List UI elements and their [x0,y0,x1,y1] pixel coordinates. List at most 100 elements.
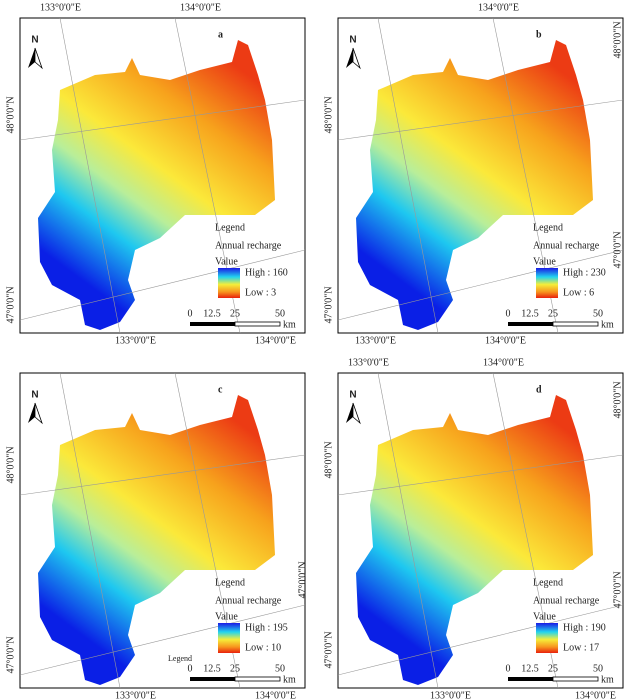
latitude-label: 47°0'0"N [297,561,308,598]
scale-label: 25 [548,308,558,319]
legend-value: Value [215,611,238,622]
north-label: N [349,35,356,46]
panel-frame [19,17,306,334]
north-arrow [346,403,353,423]
graticule [19,604,306,676]
longitude-label: 134°0'0"E [483,357,524,368]
panel-letter: a [218,29,223,40]
scale-label: 50 [275,308,285,319]
latitude-label: 48°0'0"N [5,96,16,133]
latitude-label: 47°0'0"N [323,631,334,668]
latitude-label: 47°0'0"N [5,636,16,673]
longitude-label: 133°0'0"E [430,690,471,700]
legend-low: Low : 3 [245,287,276,298]
legend-title: Legend [215,222,245,233]
legend-ramp [536,268,558,298]
scale-bar [234,676,281,682]
legend-low: Low : 6 [563,287,594,298]
north-arrow [352,402,361,425]
scale-bar [508,322,553,326]
longitude-label: 134°0'0"E [485,335,526,346]
latitude-label: 47°0'0"N [612,571,623,608]
legend-value: Value [215,256,238,267]
legend-subtitle: Annual recharge [533,240,600,251]
graticule [59,372,121,689]
scale-unit: km [283,674,296,685]
scale-label: 12.5 [521,308,539,319]
scale-label: 50 [275,663,285,674]
north-arrow [346,48,353,68]
legend-value: Value [533,611,556,622]
longitude-label: 133°0'0"E [115,335,156,346]
panel-letter: c [218,384,223,395]
legend-low: Low : 10 [245,642,281,653]
latitude-label: 48°0'0"N [323,96,334,133]
graticule [337,249,624,321]
graticule [337,99,624,141]
longitude-label: 133°0'0"E [40,2,81,13]
legend-value: Value [533,256,556,267]
graticule [377,17,439,334]
longitude-label: 134°0'0"E [575,690,616,700]
scale-unit: km [601,674,614,685]
longitude-label: 133°0'0"E [355,335,396,346]
latitude-label: 48°0'0"N [612,21,623,58]
panel-letter: d [536,384,542,395]
graticule [377,372,439,689]
north-arrow [34,402,43,425]
latitude-label: 47°0'0"N [5,286,16,323]
scale-label: 0 [506,663,511,674]
graticule [19,249,306,321]
graticule [19,99,306,141]
panel-frame [337,372,624,689]
scale-label: 12.5 [203,308,221,319]
longitude-label: 134°0'0"E [180,2,221,13]
legend-ramp [218,268,240,298]
scale-label: 0 [188,663,193,674]
panel-frame [337,17,624,334]
legend-ramp [536,623,558,653]
north-label: N [349,390,356,401]
graticule [337,604,624,676]
legend-ramp [218,623,240,653]
longitude-label: 134°0'0"E [255,335,296,346]
north-arrow [28,48,35,68]
scale-bar [508,677,553,681]
legend-title: Legend [215,577,245,588]
extra-label: Legend [168,654,192,663]
legend-subtitle: Annual recharge [533,595,600,606]
scale-bar [190,322,235,326]
legend-subtitle: Annual recharge [215,595,282,606]
graticule [19,454,306,496]
scale-label: 12.5 [521,663,539,674]
latitude-label: 47°0'0"N [612,231,623,268]
scale-unit: km [601,319,614,330]
scale-bar [552,676,599,682]
scale-bar [234,321,281,327]
latitude-label: 48°0'0"N [5,446,16,483]
scale-label: 25 [548,663,558,674]
north-label: N [31,35,38,46]
scale-label: 50 [593,308,603,319]
north-label: N [31,390,38,401]
latitude-label: 48°0'0"N [612,381,623,418]
graticule [337,454,624,496]
legend-high: High : 190 [563,622,606,633]
longitude-label: 133°0'0"E [115,690,156,700]
panel-letter: b [536,29,542,40]
legend-high: High : 160 [245,267,288,278]
scale-label: 50 [593,663,603,674]
scale-label: 25 [230,308,240,319]
scale-label: 25 [230,663,240,674]
panel-frame [19,372,306,689]
legend-title: Legend [533,577,563,588]
scale-unit: km [283,319,296,330]
north-arrow [34,47,43,70]
scale-bar [190,677,235,681]
latitude-label: 48°0'0"N [323,441,334,478]
scale-bar [552,321,599,327]
